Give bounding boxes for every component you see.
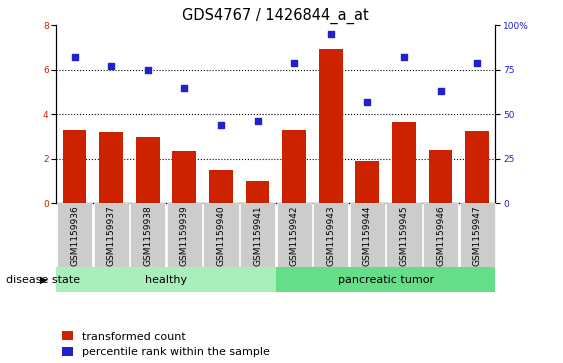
Text: GSM1159942: GSM1159942	[290, 205, 298, 266]
Text: GSM1159936: GSM1159936	[70, 205, 79, 266]
Text: pancreatic tumor: pancreatic tumor	[338, 274, 434, 285]
Text: GSM1159946: GSM1159946	[436, 205, 445, 266]
Text: ▶: ▶	[41, 274, 48, 285]
Legend: transformed count, percentile rank within the sample: transformed count, percentile rank withi…	[62, 331, 270, 358]
FancyBboxPatch shape	[350, 203, 385, 267]
FancyBboxPatch shape	[167, 203, 202, 267]
Text: GSM1159940: GSM1159940	[217, 205, 225, 266]
Bar	[392, 122, 416, 203]
FancyBboxPatch shape	[276, 203, 312, 267]
FancyBboxPatch shape	[93, 203, 129, 267]
Point	[107, 64, 116, 69]
Text: GSM1159939: GSM1159939	[180, 205, 189, 266]
Bar	[136, 136, 160, 203]
Bar	[99, 132, 123, 203]
Point	[143, 67, 152, 73]
FancyBboxPatch shape	[203, 203, 239, 267]
Point	[216, 122, 225, 128]
Text: GSM1159937: GSM1159937	[107, 205, 115, 266]
FancyBboxPatch shape	[56, 267, 276, 292]
Point	[436, 88, 445, 94]
Bar	[355, 161, 379, 203]
Bar	[62, 130, 87, 203]
FancyBboxPatch shape	[386, 203, 422, 267]
Title: GDS4767 / 1426844_a_at: GDS4767 / 1426844_a_at	[182, 8, 369, 24]
FancyBboxPatch shape	[459, 203, 495, 267]
Text: GSM1159941: GSM1159941	[253, 205, 262, 266]
Text: GSM1159938: GSM1159938	[144, 205, 152, 266]
Text: GSM1159943: GSM1159943	[327, 205, 335, 266]
Point	[290, 60, 299, 66]
Point	[400, 54, 409, 60]
FancyBboxPatch shape	[423, 203, 458, 267]
Point	[363, 99, 372, 105]
Text: GSM1159945: GSM1159945	[400, 205, 408, 266]
Text: healthy: healthy	[145, 274, 187, 285]
Bar	[245, 181, 270, 203]
Bar	[172, 151, 196, 203]
Bar	[319, 49, 343, 203]
Text: disease state: disease state	[6, 274, 80, 285]
Point	[326, 31, 335, 37]
Bar	[209, 170, 233, 203]
FancyBboxPatch shape	[276, 267, 495, 292]
Point	[70, 54, 79, 60]
Bar	[465, 131, 489, 203]
FancyBboxPatch shape	[240, 203, 275, 267]
Point	[472, 60, 481, 66]
Bar	[428, 150, 453, 203]
FancyBboxPatch shape	[57, 203, 92, 267]
Point	[180, 85, 189, 91]
FancyBboxPatch shape	[313, 203, 348, 267]
Text: GSM1159944: GSM1159944	[363, 205, 372, 266]
Text: GSM1159947: GSM1159947	[473, 205, 481, 266]
FancyBboxPatch shape	[130, 203, 166, 267]
Bar	[282, 130, 306, 203]
Point	[253, 119, 262, 125]
